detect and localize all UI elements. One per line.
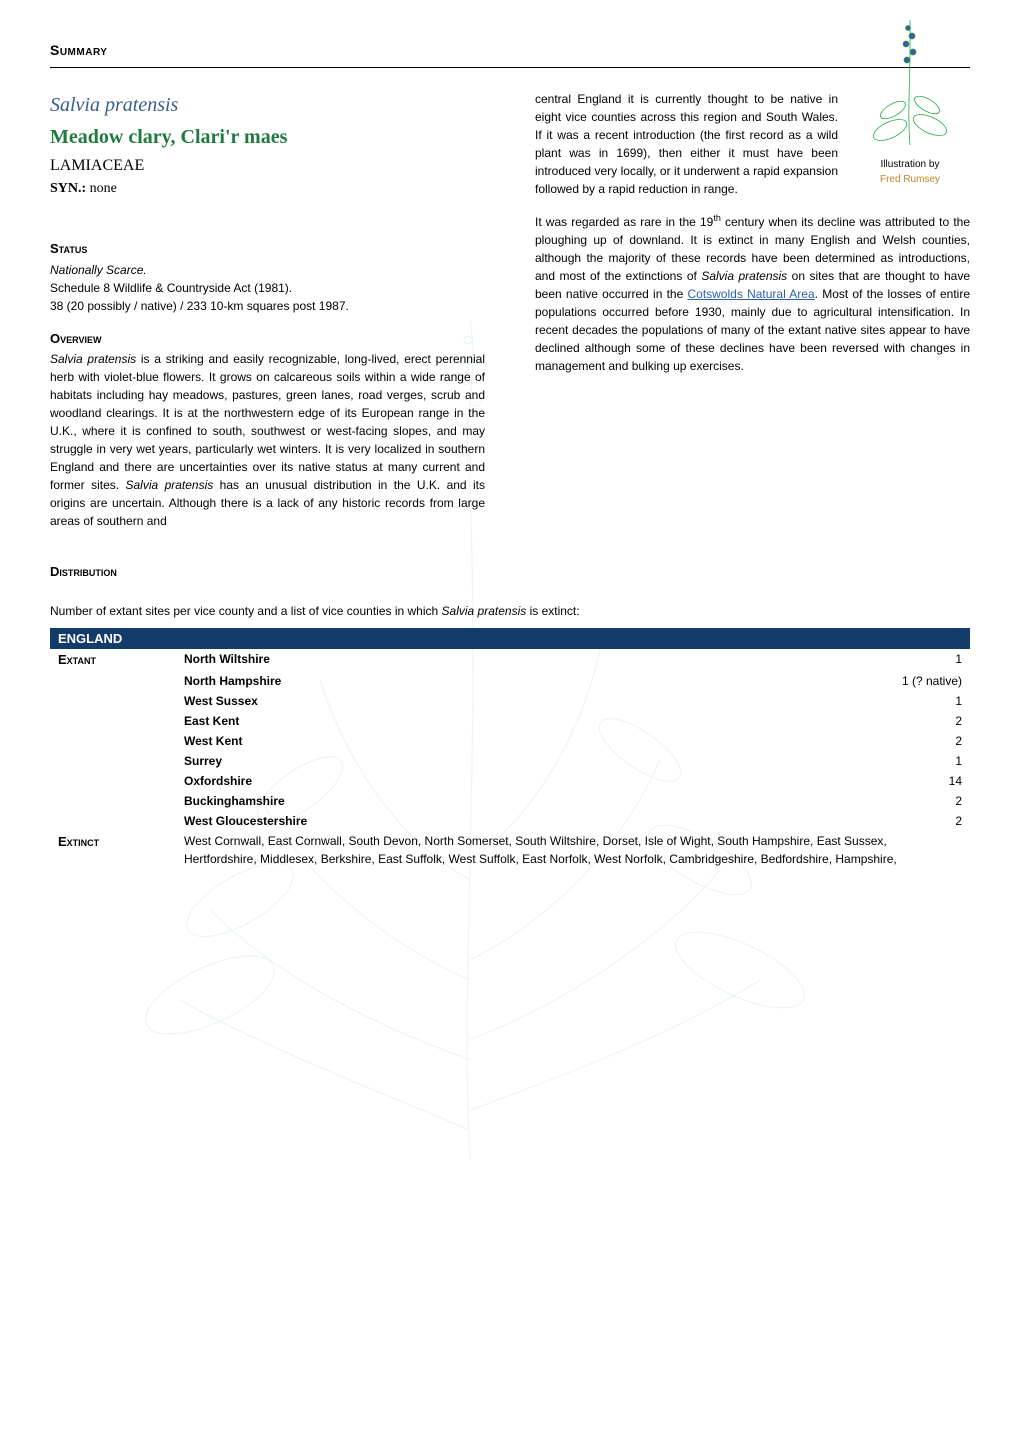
distribution-intro: Number of extant sites per vice county a…	[50, 602, 970, 620]
distribution-heading: Distribution	[50, 562, 970, 582]
family-name: LAMIACEAE	[50, 154, 485, 178]
county-name: Surrey	[176, 751, 685, 771]
extinct-row: Extinct West Cornwall, East Cornwall, So…	[50, 831, 970, 869]
status-schedule: Schedule 8 Wildlife & Countryside Act (1…	[50, 281, 292, 295]
illustration-box: Illustration by Fred Rumsey	[850, 10, 970, 187]
county-count: 2	[685, 791, 970, 811]
county-name: West Gloucestershire	[176, 811, 685, 831]
overview-p2sup: th	[713, 213, 721, 223]
plant-illustration-icon	[855, 10, 965, 150]
extant-label-cell	[50, 771, 176, 791]
table-header-row: ENGLAND	[50, 628, 970, 650]
county-name: North Hampshire	[176, 671, 685, 691]
divider	[50, 67, 970, 68]
status-squares: 38 (20 possibly / native) / 233 10-km sq…	[50, 299, 349, 313]
overview-p2a: It was regarded as rare in the 19	[535, 215, 713, 229]
county-count: 14	[685, 771, 970, 791]
overview-p2: It was regarded as rare in the 19th cent…	[535, 212, 970, 375]
extant-label-cell	[50, 691, 176, 711]
extant-label-cell: Extant	[50, 649, 176, 671]
species-common-name: Meadow clary, Clari'r maes	[50, 122, 485, 152]
county-count: 1	[685, 649, 970, 671]
extinct-text: West Cornwall, East Cornwall, South Devo…	[176, 831, 970, 869]
county-name: West Kent	[176, 731, 685, 751]
syn-value: none	[90, 181, 117, 196]
overview-p1-left: Salvia pratensis is a striking and easil…	[50, 350, 485, 530]
overview-p1a: Salvia pratensis	[50, 352, 136, 366]
table-row: Oxfordshire14	[50, 771, 970, 791]
county-count: 1	[685, 751, 970, 771]
region-header: ENGLAND	[50, 628, 970, 650]
dist-intro-b: Salvia pratensis	[442, 604, 527, 618]
county-name: East Kent	[176, 711, 685, 731]
syn-label: SYN.:	[50, 181, 86, 196]
county-name: Buckinghamshire	[176, 791, 685, 811]
table-row: Buckinghamshire2	[50, 791, 970, 811]
overview-p1c: Salvia pratensis	[125, 478, 213, 492]
county-count: 2	[685, 711, 970, 731]
dist-intro-c: is extinct:	[526, 604, 579, 618]
species-latin-name: Salvia pratensis	[50, 90, 485, 120]
table-row: North Hampshire1 (? native)	[50, 671, 970, 691]
table-row: West Sussex1	[50, 691, 970, 711]
county-name: North Wiltshire	[176, 649, 685, 671]
status-heading: Status	[50, 239, 485, 259]
extant-label-cell	[50, 811, 176, 831]
overview-p1d-right: central England it is currently thought …	[535, 92, 838, 196]
illus-author: Fred Rumsey	[880, 174, 940, 185]
extant-label-cell	[50, 751, 176, 771]
overview-heading: Overview	[50, 329, 485, 349]
county-count: 2	[685, 731, 970, 751]
synonym-line: SYN.: none	[50, 178, 485, 199]
extant-label-cell	[50, 711, 176, 731]
distribution-table: ENGLAND ExtantNorth Wiltshire1North Hamp…	[50, 628, 970, 869]
cotswolds-link[interactable]: Cotswolds Natural Area	[688, 287, 815, 301]
extant-label-cell	[50, 731, 176, 751]
extant-label-cell	[50, 791, 176, 811]
table-row: Surrey1	[50, 751, 970, 771]
status-rarity: Nationally Scarce.	[50, 263, 147, 277]
county-count: 1	[685, 691, 970, 711]
page-section-header: Summary	[50, 40, 970, 61]
table-row: East Kent2	[50, 711, 970, 731]
extinct-label: Extinct	[50, 831, 176, 869]
overview-p1b: is a striking and easily recognizable, l…	[50, 352, 485, 492]
county-count: 2	[685, 811, 970, 831]
table-row: ExtantNorth Wiltshire1	[50, 649, 970, 671]
county-name: West Sussex	[176, 691, 685, 711]
dist-intro-a: Number of extant sites per vice county a…	[50, 604, 442, 618]
county-count: 1 (? native)	[685, 671, 970, 691]
county-name: Oxfordshire	[176, 771, 685, 791]
illus-caption-prefix: Illustration by	[881, 159, 940, 170]
table-row: West Kent2	[50, 731, 970, 751]
illustration-caption: Illustration by Fred Rumsey	[850, 157, 970, 187]
overview-p2c: Salvia pratensis	[701, 269, 787, 283]
table-row: West Gloucestershire2	[50, 811, 970, 831]
extant-label-cell	[50, 671, 176, 691]
status-block: Nationally Scarce. Schedule 8 Wildlife &…	[50, 261, 485, 315]
